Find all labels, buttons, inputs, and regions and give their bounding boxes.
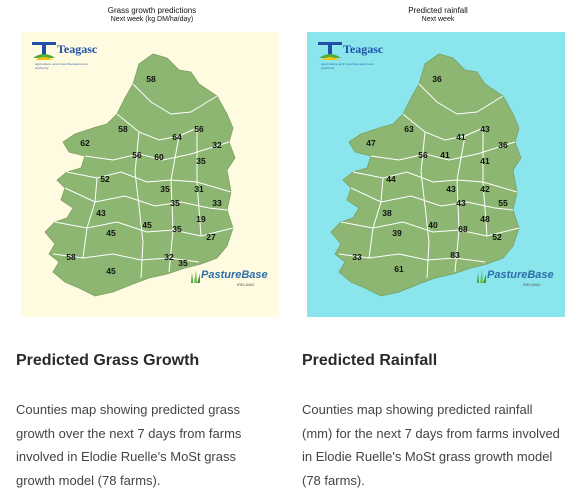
ireland-map: 36 63 41 43 47 56 41 36 44 41 43 42 43 5… — [330, 53, 522, 297]
county-value: 55 — [498, 198, 508, 208]
county-value: 38 — [382, 208, 392, 218]
county-value: 32 — [164, 252, 174, 262]
county-value: 35 — [160, 184, 170, 194]
county-value: 32 — [212, 140, 222, 150]
map-title: Grass growth predictions — [107, 6, 197, 15]
teagasc-emblem-icon — [318, 42, 342, 60]
county-value: 60 — [154, 152, 164, 162]
grass-blades-icon — [191, 270, 200, 283]
card-description: Counties map showing predicted grass gro… — [16, 402, 242, 488]
county-value: 58 — [66, 252, 76, 262]
county-value: 41 — [440, 150, 450, 160]
county-value: 36 — [432, 74, 442, 84]
grass-blades-icon — [477, 270, 486, 283]
county-value: 42 — [480, 184, 490, 194]
county-value: 61 — [394, 264, 404, 274]
teagasc-emblem-icon — [32, 42, 56, 60]
county-value: 56 — [194, 124, 204, 134]
county-value: 43 — [480, 124, 490, 134]
teagasc-logo-text: Teagasc — [57, 42, 98, 56]
county-value: 41 — [480, 156, 490, 166]
county-value: 45 — [106, 228, 116, 238]
county-value: 27 — [206, 232, 216, 242]
teagasc-logo: Teagasc Agriculture and Food Development… — [31, 40, 101, 70]
county-value-labels: 58 58 56 64 62 56 60 35 32 52 35 31 35 3… — [66, 74, 222, 276]
card-heading: Predicted Rainfall — [302, 352, 438, 369]
county-value: 36 — [498, 140, 508, 150]
county-value: 35 — [170, 198, 180, 208]
county-value: 52 — [100, 174, 110, 184]
pasturebase-logo-text: PastureBase — [487, 269, 554, 281]
map-title: Predicted rainfall — [408, 6, 468, 15]
county-value: 44 — [386, 174, 396, 184]
county-value: 48 — [480, 214, 490, 224]
county-value: 63 — [404, 124, 414, 134]
county-value: 45 — [142, 220, 152, 230]
teagasc-logo-text: Teagasc — [343, 42, 384, 56]
teagasc-logo-subtext: Agriculture and Food Development Authori… — [35, 62, 88, 70]
county-value: 35 — [196, 156, 206, 166]
pasturebase-logo: PastureBase IRELAND — [189, 269, 271, 289]
county-value: 43 — [96, 208, 106, 218]
grass-growth-map[interactable]: 58 58 56 64 62 56 60 35 32 52 35 31 35 3… — [21, 32, 279, 317]
county-borders — [52, 83, 234, 279]
county-value: 64 — [172, 132, 182, 142]
county-value: 56 — [132, 150, 142, 160]
county-value: 43 — [456, 198, 466, 208]
county-value: 68 — [458, 224, 468, 234]
county-value: 41 — [456, 132, 466, 142]
county-value: 58 — [118, 124, 128, 134]
map-title-block: Grass growth predictions Next week (kg D… — [21, 6, 283, 23]
pasturebase-logo-subtext: IRELAND — [523, 282, 541, 287]
map-title-block: Predicted rainfall Next week — [307, 6, 569, 23]
card-description: Counties map showing predicted rainfall … — [302, 402, 560, 488]
county-value: 47 — [366, 138, 376, 148]
county-value: 35 — [172, 224, 182, 234]
pasturebase-logo: PastureBase IRELAND — [475, 269, 557, 289]
county-value: 58 — [146, 74, 156, 84]
rainfall-map[interactable]: 36 63 41 43 47 56 41 36 44 41 43 42 43 5… — [307, 32, 565, 317]
county-value: 43 — [446, 184, 456, 194]
pasturebase-logo-text: PastureBase — [201, 269, 268, 281]
ireland-map: 58 58 56 64 62 56 60 35 32 52 35 31 35 3… — [44, 53, 236, 297]
county-borders — [338, 83, 520, 279]
county-value: 62 — [80, 138, 90, 148]
map-subtitle: Next week (kg DM/ha/day) — [110, 16, 194, 23]
county-value: 40 — [428, 220, 438, 230]
teagasc-logo: Teagasc Agriculture and Food Development… — [317, 40, 387, 70]
card-heading: Predicted Grass Growth — [16, 352, 200, 369]
county-value-labels: 36 63 41 43 47 56 41 36 44 41 43 42 43 5… — [352, 74, 508, 274]
county-value: 83 — [450, 250, 460, 260]
county-value: 35 — [178, 258, 188, 268]
county-value: 56 — [418, 150, 428, 160]
county-value: 39 — [392, 228, 402, 238]
county-value: 33 — [212, 198, 222, 208]
county-value: 52 — [492, 232, 502, 242]
ireland-landmass — [44, 53, 236, 297]
county-value: 19 — [196, 214, 206, 224]
county-value: 33 — [352, 252, 362, 262]
county-value: 31 — [194, 184, 204, 194]
teagasc-logo-subtext: Agriculture and Food Development Authori… — [321, 62, 374, 70]
ireland-landmass — [330, 53, 522, 297]
map-subtitle: Next week — [421, 16, 455, 23]
county-value: 45 — [106, 266, 116, 276]
pasturebase-logo-subtext: IRELAND — [237, 282, 255, 287]
